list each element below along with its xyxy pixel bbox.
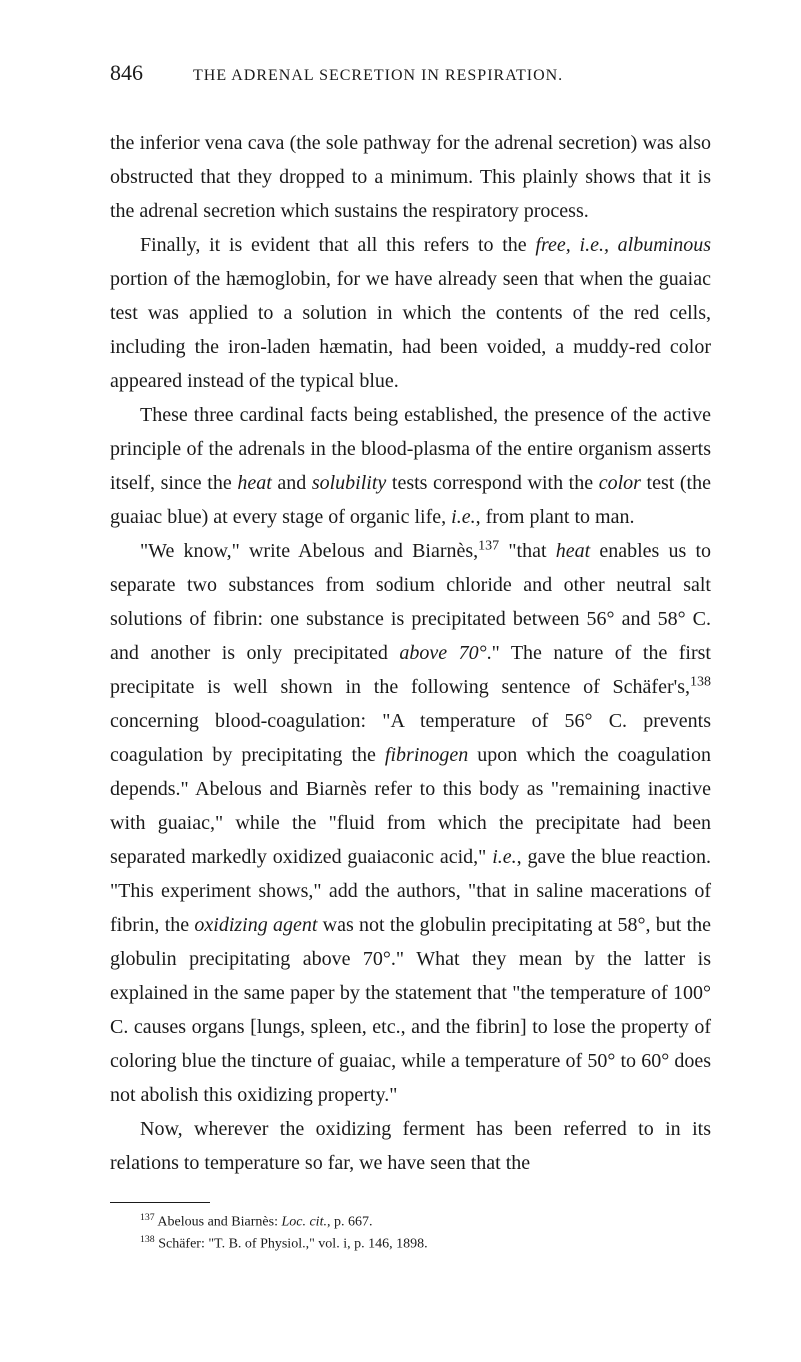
paragraph-5: Now, wherever the oxidizing ferment has … — [110, 1112, 711, 1180]
paragraph-3: These three cardinal facts being establi… — [110, 398, 711, 534]
p4-em3: fibrinogen — [385, 744, 468, 766]
f1-em: Loc. cit. — [281, 1215, 327, 1230]
page-header: 846 THE ADRENAL SECRETION IN RESPIRATION… — [110, 60, 711, 86]
chapter-title: THE ADRENAL SECRETION IN RESPIRATION. — [193, 67, 563, 85]
paragraph-4: "We know," write Abelous and Biarnès,137… — [110, 534, 711, 1112]
f1-post: , p. 667. — [327, 1215, 373, 1230]
footnotes-section: 137 Abelous and Biarnès: Loc. cit., p. 6… — [110, 1202, 711, 1254]
p5-text: Now, wherever the oxidizing ferment has … — [110, 1118, 711, 1174]
p3-em1: heat — [237, 472, 271, 494]
p3-em2: solubility — [312, 472, 386, 494]
page-number: 846 — [110, 60, 143, 86]
p3-mid2: tests correspond with the — [386, 472, 598, 494]
p4-mid1: "that — [499, 540, 556, 562]
f1-text: Abelous and Biarnès: — [155, 1215, 282, 1230]
p4-pre: "We know," write Abelous and Biarnès, — [140, 540, 478, 562]
paragraph-2: Finally, it is evident that all this ref… — [110, 228, 711, 398]
footnote-138: 138 Schäfer: "T. B. of Physiol.," vol. i… — [110, 1233, 711, 1255]
p3-em4: i.e. — [451, 506, 475, 528]
p3-mid1: and — [272, 472, 312, 494]
p4-sup2: 138 — [690, 674, 711, 689]
p4-em2: above 70° — [399, 642, 486, 664]
p4-sup1: 137 — [478, 538, 499, 553]
footnote-separator — [110, 1202, 210, 1203]
footnote-137: 137 Abelous and Biarnès: Loc. cit., p. 6… — [110, 1211, 711, 1233]
p2-em1: free, i.e., albuminous — [535, 234, 711, 256]
p4-em4: i.e. — [492, 846, 516, 868]
paragraph-1: the inferior vena cava (the sole pathway… — [110, 126, 711, 228]
p4-em5: oxidizing agent — [194, 914, 317, 936]
f1-sup: 137 — [140, 1212, 155, 1223]
f2-text: Schäfer: "T. B. of Physiol.," vol. i, p.… — [155, 1236, 428, 1251]
p2-post: portion of the hæmoglobin, for we have a… — [110, 268, 711, 392]
p4-mid7: was not the globulin precipitating at 58… — [110, 914, 711, 1106]
p3-post: , from plant to man. — [476, 506, 635, 528]
p2-pre: Finally, it is evident that all this ref… — [140, 234, 535, 256]
p1-text: the inferior vena cava (the sole pathway… — [110, 132, 711, 222]
f2-sup: 138 — [140, 1234, 155, 1245]
p4-em1: heat — [556, 540, 590, 562]
p3-em3: color — [599, 472, 641, 494]
